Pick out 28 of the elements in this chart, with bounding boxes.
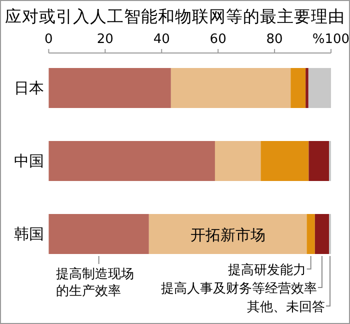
series-label: 开拓新市场: [190, 226, 266, 244]
text: 提高人事及财务等经营效率: [160, 280, 317, 296]
bar: [314, 214, 330, 254]
x-tick-label: 20: [96, 32, 114, 47]
bar: [308, 141, 330, 181]
x-tick-label: 40: [153, 32, 170, 47]
bar: [48, 214, 149, 254]
x-tick-label: 60: [210, 32, 226, 47]
chart-title: 应对或引入人工智能和物联网等的最主要理由: [5, 7, 345, 26]
bar: [306, 214, 315, 254]
bar: [308, 68, 331, 108]
bar: [170, 68, 291, 108]
bar: [290, 68, 306, 108]
bar: [260, 141, 309, 181]
x-tick-label: %100: [312, 32, 350, 47]
bar: [306, 68, 308, 108]
series-label: 提高制造现场的生产效率: [56, 266, 134, 299]
y-tick-label: 韩国: [14, 225, 44, 243]
x-tick-label: 0: [44, 32, 53, 47]
bar: [48, 141, 215, 181]
text: 其他、未回答: [247, 300, 326, 315]
x-tick-label: 80: [266, 32, 283, 47]
bar: [48, 68, 171, 108]
y-tick-label: 中国: [14, 152, 44, 170]
bar: [148, 214, 307, 254]
series-label: 提高研发能力: [228, 262, 306, 278]
y-tick-label: 日本: [14, 79, 44, 97]
bar: [214, 141, 261, 181]
